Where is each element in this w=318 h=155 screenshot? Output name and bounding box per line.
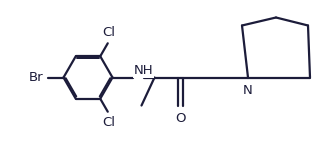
- Text: Br: Br: [28, 71, 43, 84]
- Text: Cl: Cl: [102, 26, 115, 39]
- Text: Cl: Cl: [102, 116, 115, 129]
- Text: N: N: [243, 84, 253, 97]
- Text: NH: NH: [134, 64, 153, 77]
- Text: O: O: [175, 111, 186, 124]
